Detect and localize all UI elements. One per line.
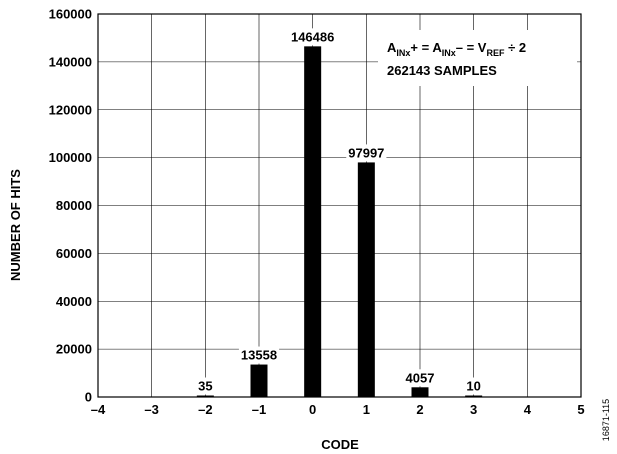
- y-axis-ticks: 0 20000 40000 60000 80000 100000 120000 140000 1…: [49, 7, 92, 405]
- y-tick-label: 60000: [56, 246, 92, 261]
- bar-label-background: [346, 144, 387, 162]
- x-axis-title: CODE: [321, 437, 359, 452]
- figure-id: 16871-115: [601, 399, 611, 441]
- y-tick-label: 80000: [56, 198, 92, 213]
- bar: [411, 387, 429, 397]
- x-tick-label: 5: [577, 402, 584, 417]
- bars: [196, 46, 483, 398]
- x-tick-label: –4: [91, 402, 106, 417]
- x-tick-label: 1: [363, 402, 370, 417]
- annotation-box: [378, 30, 577, 86]
- bar-label-background: [196, 377, 215, 395]
- bar-value-label: 35: [198, 379, 212, 394]
- y-tick-label: 20000: [56, 342, 92, 357]
- bar-value-label: 97997: [348, 145, 384, 160]
- x-tick-label: 2: [416, 402, 423, 417]
- x-tick-label: 3: [470, 402, 477, 417]
- y-tick-label: 40000: [56, 294, 92, 309]
- y-tick-label: 160000: [49, 7, 92, 22]
- bar: [357, 162, 375, 397]
- bar: [465, 395, 483, 397]
- x-tick-label: 4: [524, 402, 532, 417]
- bar-value-labels: 35 13558 146486 97997 4057 10: [196, 28, 483, 395]
- x-tick-label: –2: [198, 402, 212, 417]
- bar-label-background: [464, 377, 483, 395]
- annotation-samples: 262143 SAMPLES: [387, 63, 497, 78]
- y-tick-label: 120000: [49, 102, 92, 117]
- bar-value-label: 146486: [291, 29, 334, 44]
- bar: [304, 46, 322, 398]
- bar-label-background: [403, 369, 437, 387]
- y-tick-label: 0: [85, 390, 92, 405]
- bar-label-background: [238, 346, 280, 364]
- annotation-condition: AINx+ = AINx– = VREF ÷ 2: [387, 40, 526, 58]
- y-axis-title: NUMBER OF HITS: [8, 169, 23, 281]
- bar-value-label: 4057: [406, 370, 435, 385]
- y-tick-label: 100000: [49, 150, 92, 165]
- x-tick-label: –3: [144, 402, 158, 417]
- x-axis-ticks: –4 –3 –2 –1 0 1 2 3 4 5: [91, 402, 585, 417]
- bar-value-label: 10: [466, 379, 480, 394]
- y-tick-label: 140000: [49, 54, 92, 69]
- x-tick-label: –1: [252, 402, 266, 417]
- bar: [196, 395, 214, 397]
- bar-label-background: [288, 28, 337, 46]
- plot-frame: [97, 13, 582, 398]
- bar-value-label: 13558: [241, 348, 277, 363]
- x-tick-label: 0: [309, 402, 316, 417]
- bar: [250, 364, 268, 397]
